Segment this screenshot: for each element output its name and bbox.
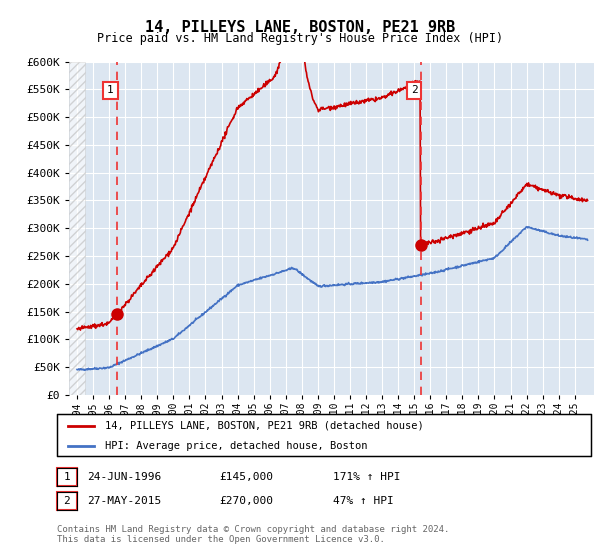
Text: 2: 2 <box>64 496 70 506</box>
Text: 171% ↑ HPI: 171% ↑ HPI <box>333 472 401 482</box>
Text: HPI: Average price, detached house, Boston: HPI: Average price, detached house, Bost… <box>105 441 368 451</box>
Text: 1: 1 <box>64 472 70 482</box>
Text: 27-MAY-2015: 27-MAY-2015 <box>87 496 161 506</box>
Text: Contains HM Land Registry data © Crown copyright and database right 2024.
This d: Contains HM Land Registry data © Crown c… <box>57 525 449 544</box>
Text: 2: 2 <box>411 86 418 95</box>
Text: £145,000: £145,000 <box>219 472 273 482</box>
Text: 14, PILLEYS LANE, BOSTON, PE21 9RB (detached house): 14, PILLEYS LANE, BOSTON, PE21 9RB (deta… <box>105 421 424 431</box>
Text: 47% ↑ HPI: 47% ↑ HPI <box>333 496 394 506</box>
Text: Price paid vs. HM Land Registry's House Price Index (HPI): Price paid vs. HM Land Registry's House … <box>97 32 503 45</box>
Text: £270,000: £270,000 <box>219 496 273 506</box>
Bar <box>69 62 85 395</box>
Text: 14, PILLEYS LANE, BOSTON, PE21 9RB: 14, PILLEYS LANE, BOSTON, PE21 9RB <box>145 20 455 35</box>
Text: 1: 1 <box>107 86 114 95</box>
Text: 24-JUN-1996: 24-JUN-1996 <box>87 472 161 482</box>
